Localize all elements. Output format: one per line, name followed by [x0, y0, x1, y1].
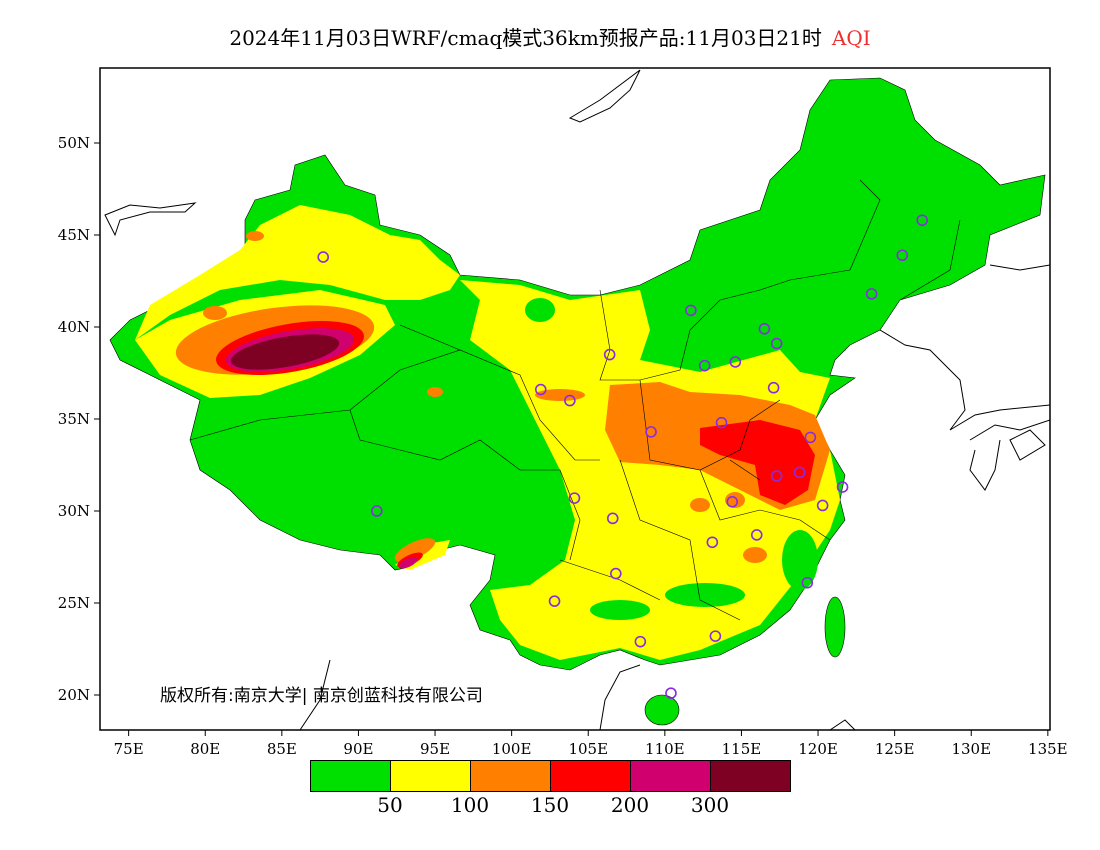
station-marker — [767, 381, 780, 394]
lon-tick-label: 85E — [267, 740, 297, 758]
lon-tick-label: 90E — [343, 740, 373, 758]
station-marker — [801, 576, 814, 589]
lat-tick-label: 50N — [58, 134, 90, 152]
region-hazardous — [230, 334, 340, 370]
colorbar-swatch — [631, 761, 711, 791]
station-marker — [896, 249, 909, 262]
lat-tick-label: 20N — [58, 686, 90, 704]
colorbar-label: 300 — [690, 793, 730, 817]
station-marker — [804, 431, 817, 444]
station-marker — [816, 499, 829, 512]
lon-tick-label: 110E — [645, 740, 685, 758]
station-marker — [698, 359, 711, 372]
region-good-patches — [525, 298, 818, 620]
station-marker — [568, 492, 581, 504]
station-marker — [726, 495, 739, 508]
lon-tick-label: 95E — [420, 740, 450, 758]
variable-label: AQI — [831, 26, 871, 50]
lon-tick-label: 120E — [798, 740, 838, 758]
station-marker — [634, 635, 647, 648]
station-markers — [317, 214, 929, 699]
station-marker — [317, 251, 330, 263]
lon-tick-label: 105E — [568, 740, 608, 758]
station-marker — [548, 595, 561, 607]
station-marker — [706, 536, 719, 549]
copyright-text: 版权所有:南京大学| 南京创蓝科技有限公司 — [160, 686, 483, 706]
title-text: 2024年11月03日WRF/cmaq模式36km预报产品:11月03日21时 — [229, 26, 822, 50]
lon-tick-label: 100E — [492, 740, 532, 758]
province-borders — [189, 179, 961, 621]
lat-tick-label: 45N — [58, 226, 90, 244]
lon-tick-label: 125E — [875, 740, 915, 758]
lat-tick-label: 25N — [58, 594, 90, 612]
colorbar-swatch — [471, 761, 551, 791]
colorbar-swatch — [711, 761, 790, 791]
station-marker — [564, 394, 576, 407]
station-marker — [685, 304, 697, 317]
taiwan — [824, 596, 846, 658]
station-marker — [729, 356, 742, 368]
map-title: 2024年11月03日WRF/cmaq模式36km预报产品:11月03日21时 A… — [0, 22, 1100, 51]
colorbar-swatch — [391, 761, 471, 791]
station-marker — [606, 512, 619, 525]
lon-tick-label: 115E — [722, 740, 762, 758]
station-marker — [665, 687, 677, 699]
colorbar-swatch — [311, 761, 391, 791]
station-marker — [758, 323, 771, 335]
station-marker — [645, 426, 657, 438]
colorbar-label: 150 — [530, 793, 570, 817]
lon-tick-label: 135E — [1028, 740, 1068, 758]
colorbar-label: 100 — [450, 793, 490, 817]
colorbar-label: 50 — [377, 793, 403, 817]
station-marker — [770, 337, 783, 350]
station-marker — [610, 567, 622, 580]
lat-tick-label: 30N — [58, 502, 90, 520]
map-frame — [99, 67, 1051, 731]
station-marker — [603, 348, 616, 361]
lon-tick-label: 75E — [114, 740, 144, 758]
station-marker — [371, 505, 383, 517]
station-marker — [534, 383, 547, 396]
lat-tick-label: 35N — [58, 410, 90, 428]
lon-tick-label: 80E — [190, 740, 220, 758]
colorbar — [310, 760, 791, 792]
station-marker — [715, 416, 728, 429]
station-marker — [770, 470, 783, 482]
station-marker — [916, 214, 929, 227]
lat-tick-label: 40N — [58, 318, 90, 336]
station-marker — [709, 630, 722, 642]
colorbar-swatch — [551, 761, 631, 791]
hainan — [644, 694, 680, 726]
station-marker — [750, 529, 763, 541]
station-marker — [865, 288, 878, 300]
lon-tick-label: 130E — [951, 740, 991, 758]
station-marker — [793, 466, 806, 479]
station-marker — [836, 481, 849, 493]
colorbar-label: 200 — [610, 793, 650, 817]
